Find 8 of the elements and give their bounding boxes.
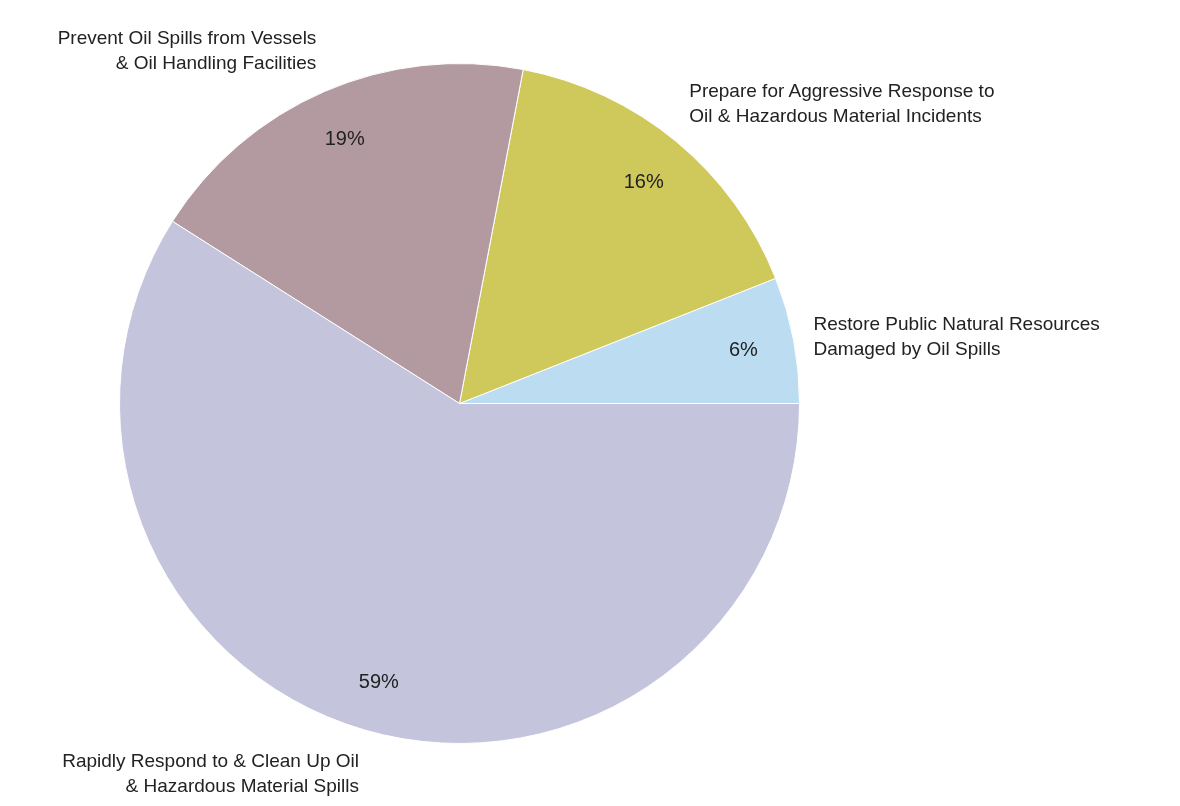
data-label: 59%	[358, 670, 400, 693]
data-label: 6%	[728, 338, 759, 361]
slice-label: Restore Public Natural Resources Damaged by Oil Spills	[813, 312, 1100, 360]
slice-label: Prevent Oil Spills from Vessels & Oil Handling Facilities	[57, 26, 317, 73]
slice-label: Prepare for Aggressive Response to Oil & Hazardous Material Incidents	[689, 79, 995, 126]
data-label: 19%	[324, 127, 365, 150]
slice-label: Rapidly Respond to & Clean Up Oil & Hazardous Material Spills	[62, 749, 359, 796]
data-label: 16%	[623, 169, 664, 192]
